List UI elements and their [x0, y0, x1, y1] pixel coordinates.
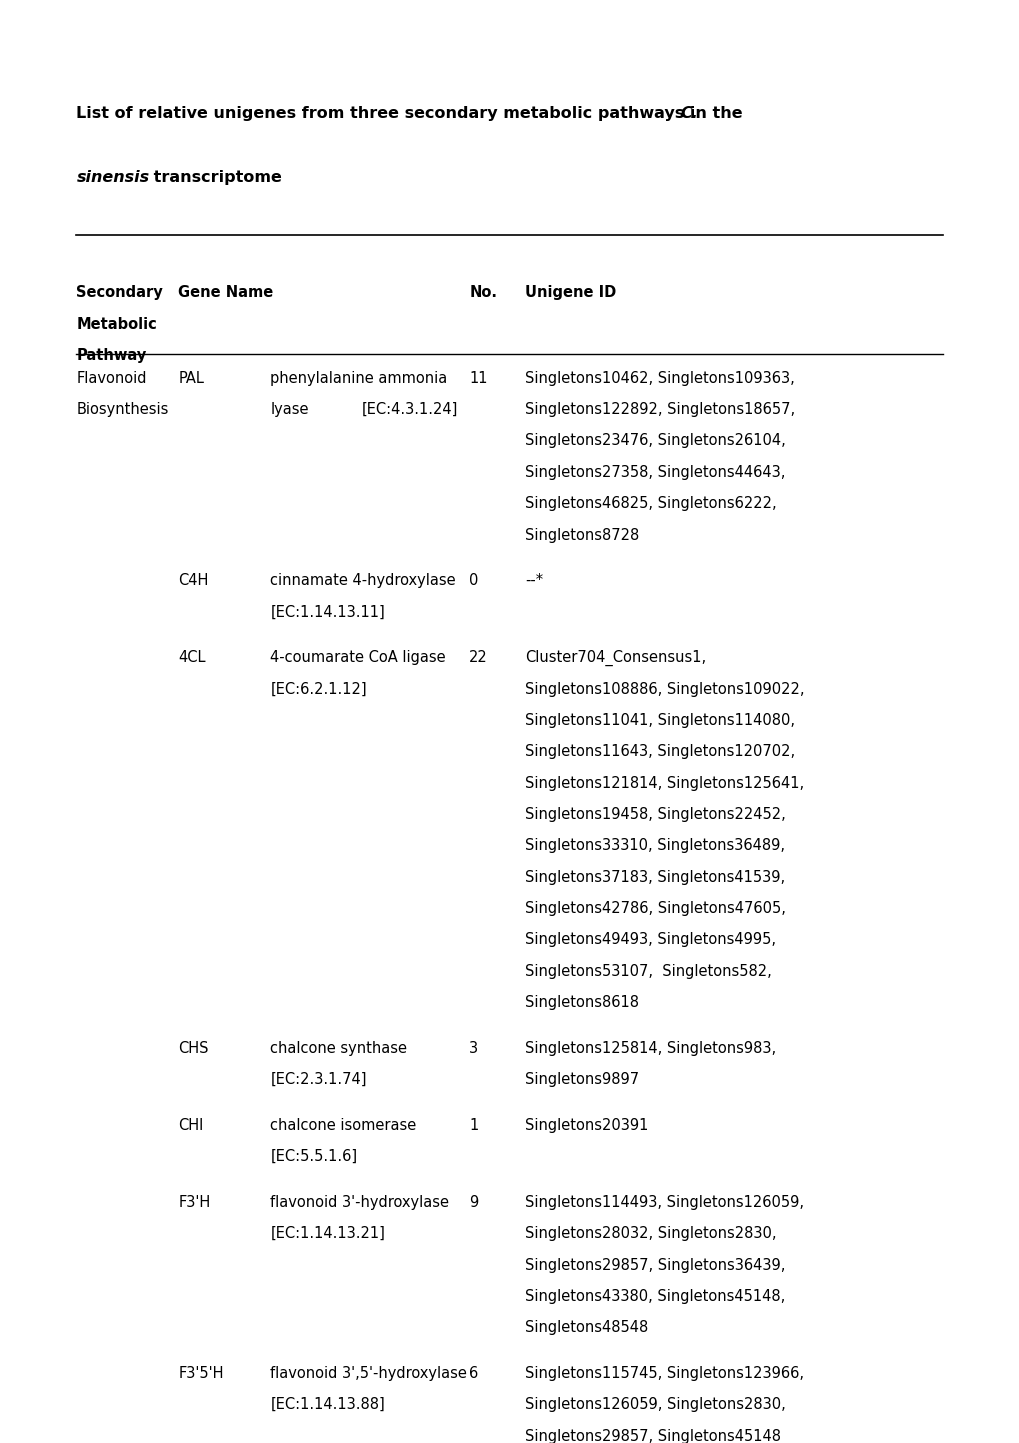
Text: Singletons11643, Singletons120702,: Singletons11643, Singletons120702,	[525, 745, 795, 759]
Text: F3'H: F3'H	[178, 1195, 211, 1209]
Text: C4H: C4H	[178, 573, 209, 589]
Text: Biosynthesis: Biosynthesis	[76, 403, 169, 417]
Text: Singletons115745, Singletons123966,: Singletons115745, Singletons123966,	[525, 1367, 804, 1381]
Text: Singletons126059, Singletons2830,: Singletons126059, Singletons2830,	[525, 1397, 786, 1413]
Text: Singletons9897: Singletons9897	[525, 1072, 639, 1087]
Text: Singletons43380, Singletons45148,: Singletons43380, Singletons45148,	[525, 1289, 785, 1304]
Text: flavonoid 3'-hydroxylase: flavonoid 3'-hydroxylase	[270, 1195, 448, 1209]
Text: [EC:4.3.1.24]: [EC:4.3.1.24]	[362, 403, 458, 417]
Text: Singletons27358, Singletons44643,: Singletons27358, Singletons44643,	[525, 465, 785, 481]
Text: Singletons28032, Singletons2830,: Singletons28032, Singletons2830,	[525, 1227, 776, 1241]
Text: List of relative unigenes from three secondary metabolic pathways in the: List of relative unigenes from three sec…	[76, 107, 748, 121]
Text: [EC:5.5.1.6]: [EC:5.5.1.6]	[270, 1149, 357, 1165]
Text: C.: C.	[680, 107, 698, 121]
Text: Pathway: Pathway	[76, 348, 147, 362]
Text: Singletons108886, Singletons109022,: Singletons108886, Singletons109022,	[525, 681, 804, 697]
Text: 6: 6	[469, 1367, 478, 1381]
Text: [EC:1.14.13.88]: [EC:1.14.13.88]	[270, 1397, 385, 1413]
Text: Singletons23476, Singletons26104,: Singletons23476, Singletons26104,	[525, 433, 786, 449]
Text: Unigene ID: Unigene ID	[525, 286, 615, 300]
Text: PAL: PAL	[178, 371, 204, 385]
Text: 4-coumarate CoA ligase: 4-coumarate CoA ligase	[270, 651, 445, 665]
Text: Singletons33310, Singletons36489,: Singletons33310, Singletons36489,	[525, 838, 785, 853]
Text: 4CL: 4CL	[178, 651, 206, 665]
Text: Singletons49493, Singletons4995,: Singletons49493, Singletons4995,	[525, 932, 775, 948]
Text: [EC:1.14.13.21]: [EC:1.14.13.21]	[270, 1227, 385, 1241]
Text: [EC:2.3.1.74]: [EC:2.3.1.74]	[270, 1072, 367, 1087]
Text: Singletons125814, Singletons983,: Singletons125814, Singletons983,	[525, 1040, 775, 1056]
Text: Metabolic: Metabolic	[76, 316, 157, 332]
Text: Gene Name: Gene Name	[178, 286, 273, 300]
Text: Singletons29857, Singletons36439,: Singletons29857, Singletons36439,	[525, 1257, 785, 1273]
Text: Singletons42786, Singletons47605,: Singletons42786, Singletons47605,	[525, 900, 786, 916]
Text: Singletons11041, Singletons114080,: Singletons11041, Singletons114080,	[525, 713, 795, 727]
Text: No.: No.	[469, 286, 496, 300]
Text: transcriptome: transcriptome	[148, 170, 281, 185]
Text: Secondary: Secondary	[76, 286, 163, 300]
Text: CHS: CHS	[178, 1040, 209, 1056]
Text: [EC:1.14.13.11]: [EC:1.14.13.11]	[270, 605, 385, 619]
Text: 9: 9	[469, 1195, 478, 1209]
Text: Singletons19458, Singletons22452,: Singletons19458, Singletons22452,	[525, 807, 786, 823]
Text: Cluster704_Consensus1,: Cluster704_Consensus1,	[525, 651, 706, 667]
Text: Singletons10462, Singletons109363,: Singletons10462, Singletons109363,	[525, 371, 794, 385]
Text: Singletons37183, Singletons41539,: Singletons37183, Singletons41539,	[525, 870, 785, 885]
Text: 22: 22	[469, 651, 487, 665]
Text: phenylalanine ammonia: phenylalanine ammonia	[270, 371, 447, 385]
Text: Singletons122892, Singletons18657,: Singletons122892, Singletons18657,	[525, 403, 795, 417]
Text: Singletons114493, Singletons126059,: Singletons114493, Singletons126059,	[525, 1195, 804, 1209]
Text: Singletons46825, Singletons6222,: Singletons46825, Singletons6222,	[525, 496, 776, 511]
Text: 11: 11	[469, 371, 487, 385]
Text: --*: --*	[525, 573, 543, 589]
Text: Singletons8728: Singletons8728	[525, 528, 639, 543]
Text: CHI: CHI	[178, 1118, 204, 1133]
Text: Singletons48548: Singletons48548	[525, 1320, 648, 1335]
Text: 3: 3	[469, 1040, 478, 1056]
Text: Singletons121814, Singletons125641,: Singletons121814, Singletons125641,	[525, 776, 804, 791]
Text: lyase: lyase	[270, 403, 309, 417]
Text: Singletons29857, Singletons45148: Singletons29857, Singletons45148	[525, 1429, 781, 1443]
Text: F3'5'H: F3'5'H	[178, 1367, 224, 1381]
Text: 1: 1	[469, 1118, 478, 1133]
Text: cinnamate 4-hydroxylase: cinnamate 4-hydroxylase	[270, 573, 455, 589]
Text: Flavonoid: Flavonoid	[76, 371, 147, 385]
Text: chalcone isomerase: chalcone isomerase	[270, 1118, 416, 1133]
Text: Singletons20391: Singletons20391	[525, 1118, 648, 1133]
Text: sinensis: sinensis	[76, 170, 150, 185]
Text: flavonoid 3',5'-hydroxylase: flavonoid 3',5'-hydroxylase	[270, 1367, 467, 1381]
Text: 0: 0	[469, 573, 478, 589]
Text: Singletons8618: Singletons8618	[525, 996, 639, 1010]
Text: chalcone synthase: chalcone synthase	[270, 1040, 407, 1056]
Text: Singletons53107,  Singletons582,: Singletons53107, Singletons582,	[525, 964, 771, 978]
Text: [EC:6.2.1.12]: [EC:6.2.1.12]	[270, 681, 367, 697]
